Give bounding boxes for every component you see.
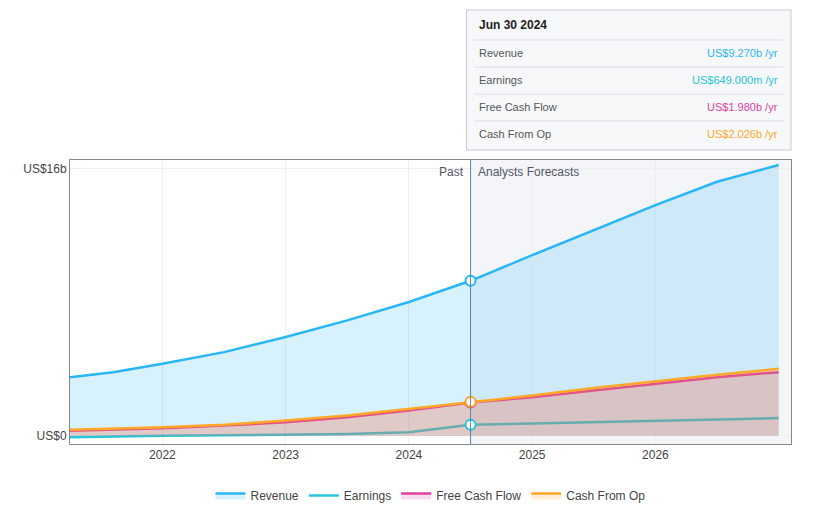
svg-text:Jun 30 2024: Jun 30 2024 (479, 18, 547, 32)
svg-text:Earnings: Earnings (344, 489, 391, 503)
svg-text:2026: 2026 (642, 448, 669, 462)
svg-text:2022: 2022 (149, 448, 176, 462)
svg-text:Past: Past (439, 165, 464, 179)
svg-text:Cash From Op: Cash From Op (479, 128, 551, 140)
svg-text:Revenue: Revenue (479, 47, 523, 59)
svg-text:Free Cash Flow: Free Cash Flow (479, 101, 557, 113)
svg-text:2024: 2024 (396, 448, 423, 462)
svg-text:US$16b: US$16b (23, 162, 67, 176)
svg-text:Free Cash Flow: Free Cash Flow (436, 489, 521, 503)
svg-text:US$0: US$0 (37, 429, 67, 443)
svg-text:Cash From Op: Cash From Op (566, 489, 645, 503)
svg-text:Earnings: Earnings (479, 74, 523, 86)
svg-text:Analysts Forecasts: Analysts Forecasts (478, 165, 579, 179)
svg-text:US$1.980b /yr: US$1.980b /yr (707, 101, 778, 113)
svg-text:US$9.270b /yr: US$9.270b /yr (707, 47, 778, 59)
svg-text:US$649.000m /yr: US$649.000m /yr (692, 74, 778, 86)
svg-text:2023: 2023 (272, 448, 299, 462)
svg-text:2025: 2025 (519, 448, 546, 462)
svg-text:US$2.026b /yr: US$2.026b /yr (707, 128, 778, 140)
svg-text:Revenue: Revenue (251, 489, 299, 503)
